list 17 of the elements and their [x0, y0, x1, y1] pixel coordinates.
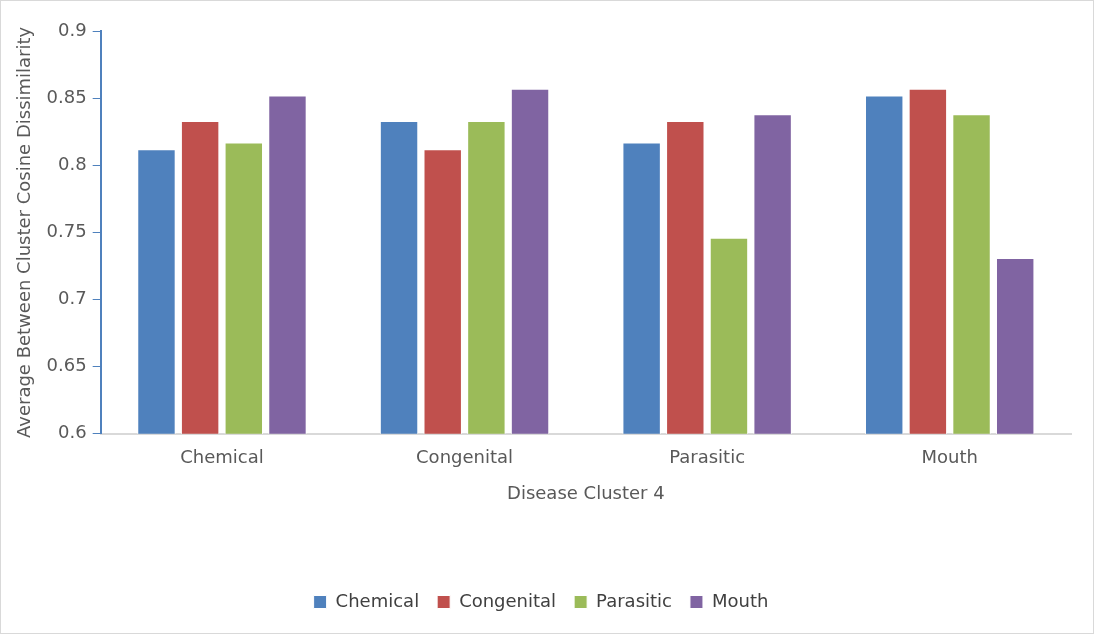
legend-label: Chemical	[335, 589, 420, 611]
x-axis-title: Disease Cluster 4	[507, 481, 665, 503]
x-tick-label: Chemical	[180, 446, 264, 468]
legend-label: Congenital	[459, 589, 557, 611]
y-tick-label: 0.7	[58, 287, 87, 309]
y-tick-label: 0.75	[46, 220, 87, 242]
y-tick-label: 0.9	[58, 18, 87, 40]
y-tick-label: 0.85	[46, 85, 87, 107]
y-tick-label: 0.65	[46, 354, 87, 376]
legend-label: Parasitic	[596, 589, 672, 611]
y-tick-label: 0.6	[58, 421, 87, 443]
x-tick-label: Congenital	[416, 446, 514, 468]
y-tick-label: 0.8	[58, 152, 87, 174]
legend-label: Mouth	[711, 589, 769, 611]
x-tick-label: Mouth	[921, 446, 978, 468]
x-tick-label: Parasitic	[669, 446, 746, 468]
y-axis-title: Average Between Cluster Cosine Dissimilarity	[13, 26, 35, 438]
